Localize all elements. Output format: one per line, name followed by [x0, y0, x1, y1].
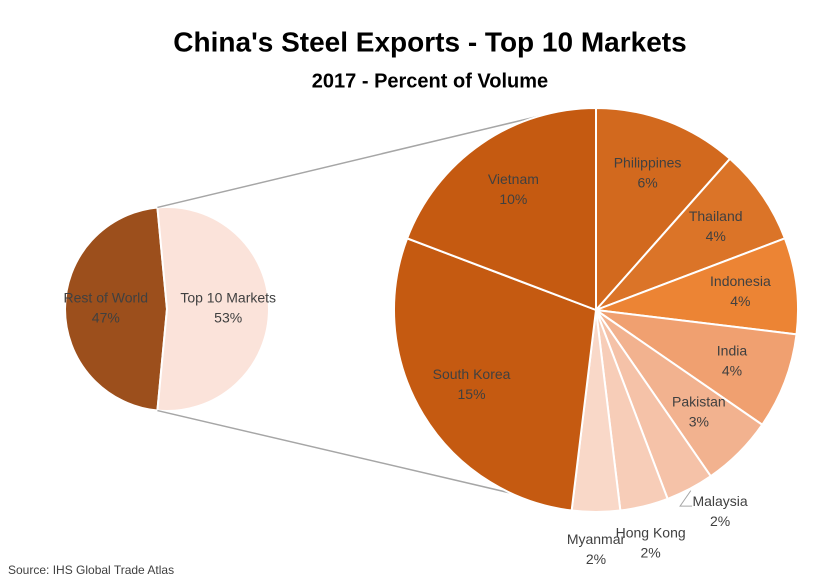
leader-line [679, 490, 693, 507]
slice-label: South Korea [433, 366, 511, 382]
connector-line [157, 115, 541, 209]
pie-slice [64, 206, 169, 412]
slice-value-label: 47% [92, 310, 120, 326]
slice-label: Philippines [614, 155, 682, 171]
pie-slice [405, 106, 597, 312]
slice-label: Thailand [689, 208, 743, 224]
pie-slice [393, 237, 598, 512]
source-note: Source: IHS Global Trade Atlas [8, 563, 174, 577]
slice-value-label: 2% [586, 551, 606, 567]
slice-label: Indonesia [710, 273, 771, 289]
slice-value-label: 4% [706, 228, 726, 244]
pie-slice [595, 157, 787, 311]
slice-label: Top 10 Markets [180, 290, 276, 306]
slice-value-label: 10% [499, 191, 527, 207]
slice-label: Hong Kong [616, 524, 686, 540]
slice-label: Malaysia [692, 493, 747, 509]
slice-label: Pakistan [672, 394, 726, 410]
connector-line [157, 409, 511, 494]
slice-value-label: 3% [689, 414, 709, 430]
slice-value-label: 4% [722, 362, 742, 378]
pie-slice [595, 237, 799, 336]
slice-label: Rest of World [64, 290, 149, 306]
pie-slice [595, 106, 732, 313]
slice-label: Vietnam [488, 171, 539, 187]
slice-value-label: 15% [458, 386, 486, 402]
chart-subtitle: 2017 - Percent of Volume [312, 70, 548, 92]
slice-value-label: 6% [637, 175, 657, 191]
pie-slice [156, 206, 270, 412]
slice-label: India [717, 342, 748, 358]
slice-value-label: 4% [730, 293, 750, 309]
slice-label: Myanmar [567, 531, 626, 547]
chart-title: China's Steel Exports - Top 10 Markets [173, 26, 686, 57]
pie-slice [595, 309, 798, 427]
slice-value-label: 53% [214, 310, 242, 326]
slice-value-label: 2% [641, 544, 661, 560]
slice-value-label: 2% [710, 513, 730, 529]
